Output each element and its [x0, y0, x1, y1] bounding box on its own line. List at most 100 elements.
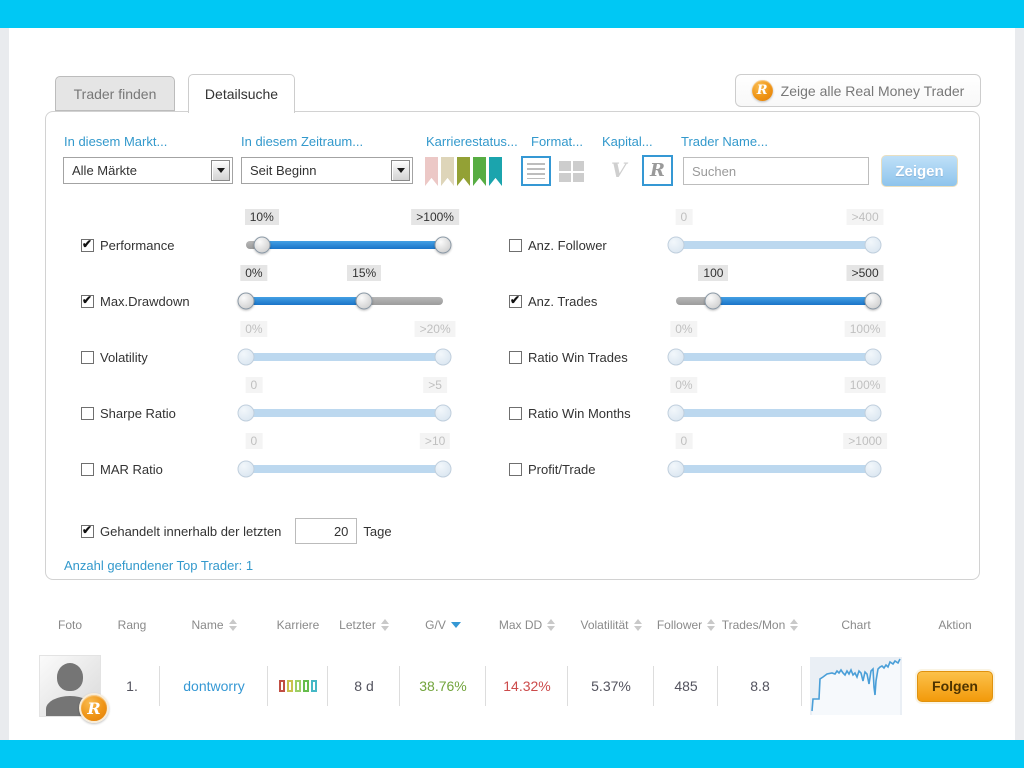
slider-handle-high[interactable]: [355, 292, 373, 310]
dropdown-arrow-icon[interactable]: [391, 160, 410, 181]
mar-ratio-slider[interactable]: 0 >10: [237, 433, 452, 478]
capital-virtual-icon[interactable]: V: [611, 158, 627, 182]
trader-chart-cell[interactable]: [802, 648, 910, 724]
slider-handle-high[interactable]: [434, 404, 452, 422]
format-filter-label: Format...: [531, 134, 584, 149]
slider-handle-high[interactable]: [434, 460, 452, 478]
column-header-trades-mon[interactable]: Trades/Mon: [718, 618, 802, 632]
ratio-win-trades-checkbox[interactable]: [509, 350, 522, 364]
slider-handle-low[interactable]: [667, 404, 685, 422]
slider-handle-high[interactable]: [864, 292, 882, 310]
anz-follower-slider[interactable]: 0 >400: [667, 209, 884, 254]
sort-icon[interactable]: [633, 619, 642, 631]
traded-within-checkbox[interactable]: [81, 523, 94, 538]
slider-handle-low[interactable]: [237, 348, 255, 366]
column-header-letzter[interactable]: Letzter: [328, 618, 400, 632]
slider-min-value: 0: [675, 209, 693, 225]
max-drawdown-checkbox[interactable]: [81, 293, 94, 308]
volatility-checkbox[interactable]: [81, 350, 94, 364]
capital-real-icon[interactable]: R: [642, 155, 673, 186]
table-header-row: Foto Rang Name Karriere Letzter G/V Max …: [36, 610, 1000, 640]
slider-handle-high[interactable]: [864, 348, 882, 366]
format-list-icon[interactable]: [521, 156, 551, 186]
mar-ratio-checkbox[interactable]: [81, 462, 94, 476]
period-dropdown-value: Seit Beginn: [250, 163, 317, 178]
sort-icon[interactable]: [707, 619, 716, 631]
slider-handle-high[interactable]: [864, 460, 882, 478]
column-header-name[interactable]: Name: [160, 618, 268, 632]
volatility-slider[interactable]: 0% >20%: [237, 321, 456, 366]
slider-handle-low[interactable]: [253, 236, 271, 254]
format-grid-icon[interactable]: [559, 161, 584, 182]
column-header-foto: Foto: [57, 618, 82, 632]
anz-follower-checkbox[interactable]: [509, 238, 522, 252]
anz-trades-checkbox[interactable]: [509, 293, 522, 308]
career-ribbon-icon[interactable]: [441, 157, 454, 186]
slider-handle-high[interactable]: [864, 236, 882, 254]
sort-icon[interactable]: [380, 619, 389, 631]
slider-handle-high[interactable]: [434, 348, 452, 366]
performance-sparkline: [810, 657, 902, 715]
column-header-follower[interactable]: Follower: [654, 618, 718, 632]
trader-name-search-input[interactable]: [683, 157, 869, 185]
sort-icon[interactable]: [450, 622, 461, 628]
trader-name-filter-label: Trader Name...: [681, 134, 768, 149]
profit-trade-slider[interactable]: 0 >1000: [667, 433, 887, 478]
column-header-gv[interactable]: G/V: [400, 618, 486, 632]
sharpe-ratio-checkbox[interactable]: [81, 406, 94, 420]
career-level-icon: [279, 680, 317, 692]
performance-slider[interactable]: 10% >100%: [244, 209, 459, 254]
zeigen-button[interactable]: Zeigen: [881, 155, 958, 187]
career-ribbon-icon[interactable]: [489, 157, 502, 186]
slider-max-value: >1000: [843, 433, 887, 449]
slider-handle-low[interactable]: [237, 404, 255, 422]
ratio-win-months-slider[interactable]: 0% 100%: [667, 377, 886, 422]
column-header-max-dd[interactable]: Max DD: [486, 618, 568, 632]
tab-detailsuche[interactable]: Detailsuche: [188, 74, 295, 113]
sort-icon[interactable]: [228, 619, 237, 631]
max-drawdown-slider[interactable]: 0% 15%: [237, 265, 443, 310]
slider-handle-low[interactable]: [237, 460, 255, 478]
trader-max-dd: 14.32%: [486, 648, 568, 724]
slider-label: Profit/Trade: [528, 461, 596, 477]
slider-min-value: 0%: [670, 377, 698, 393]
show-all-real-money-trader-button[interactable]: R Zeige alle Real Money Trader: [735, 74, 981, 107]
profit-trade-checkbox[interactable]: [509, 462, 522, 476]
slider-handle-low[interactable]: [667, 236, 685, 254]
sort-icon[interactable]: [547, 619, 556, 631]
slider-label: Ratio Win Trades: [528, 349, 628, 365]
slider-max-value: >500: [846, 265, 884, 281]
market-dropdown-value: Alle Märkte: [72, 163, 138, 178]
folgen-button[interactable]: Folgen: [917, 670, 993, 702]
period-dropdown[interactable]: Seit Beginn: [241, 157, 413, 184]
market-dropdown[interactable]: Alle Märkte: [63, 157, 233, 184]
trader-rank: 1.: [104, 648, 160, 724]
ratio-win-trades-slider[interactable]: 0% 100%: [667, 321, 886, 366]
trader-row: R 1. dontworry 8 d 38.76% 14.32% 5.37% 4…: [36, 648, 1000, 724]
career-ribbon-icon[interactable]: [473, 157, 486, 186]
slider-handle-high[interactable]: [434, 236, 452, 254]
slider-max-value: >20%: [414, 321, 456, 337]
trader-volatility: 5.37%: [568, 648, 654, 724]
column-header-volatilitaet[interactable]: Volatilität: [568, 618, 654, 632]
slider-min-value: 10%: [244, 209, 279, 225]
top-brand-bar: [0, 0, 1024, 28]
traded-within-days-input[interactable]: [295, 518, 358, 544]
performance-checkbox[interactable]: [81, 237, 94, 252]
ratio-win-months-checkbox[interactable]: [509, 406, 522, 420]
sort-icon[interactable]: [790, 619, 799, 631]
anz-trades-slider[interactable]: 100 >500: [676, 265, 884, 310]
slider-handle-low[interactable]: [704, 292, 722, 310]
slider-max-value: 100%: [844, 321, 886, 337]
slider-handle-high[interactable]: [864, 404, 882, 422]
slider-handle-low[interactable]: [237, 292, 255, 310]
dropdown-arrow-icon[interactable]: [211, 160, 230, 181]
trader-avatar[interactable]: [39, 655, 101, 717]
tab-trader-finden[interactable]: Trader finden: [55, 76, 175, 111]
slider-handle-low[interactable]: [667, 348, 685, 366]
sharpe-ratio-slider[interactable]: 0 >5: [237, 377, 452, 422]
career-ribbon-icon[interactable]: [425, 157, 438, 186]
slider-handle-low[interactable]: [667, 460, 685, 478]
trader-name-link[interactable]: dontworry: [160, 648, 268, 724]
career-ribbon-icon[interactable]: [457, 157, 470, 186]
